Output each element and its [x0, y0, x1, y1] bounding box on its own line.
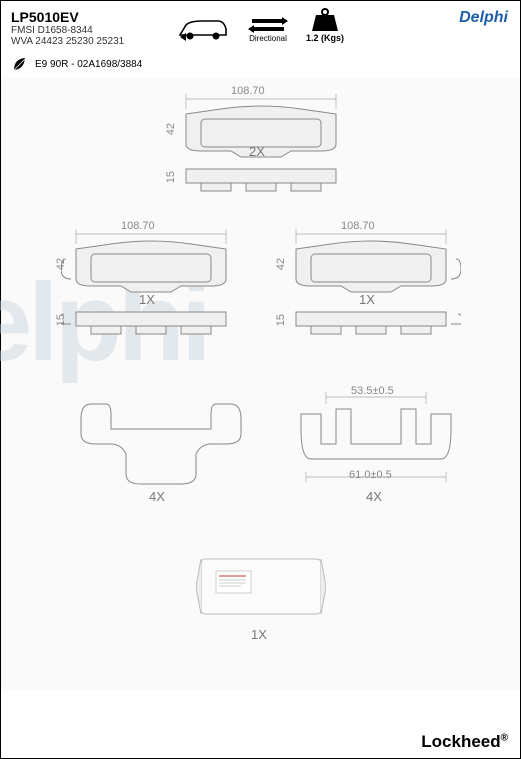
directional-label: Directional [249, 34, 287, 43]
right-pad-group: 108.70 42 15 1X [281, 224, 461, 349]
footer-reg: ® [501, 732, 508, 743]
weight-block: 1.2 (Kgs) [306, 7, 344, 43]
left-pad-qty: 1X [139, 292, 155, 307]
footer-brand: Lockheed® [421, 732, 508, 752]
right-pad-drawing [281, 224, 461, 344]
top-pad-height-dim: 42 [165, 123, 177, 135]
left-pad-thick-dim: 15 [55, 314, 67, 326]
right-pad-height-dim: 42 [275, 258, 287, 270]
bracket-drawing [71, 389, 251, 499]
leaf-icon [11, 55, 29, 73]
right-pad-thick-dim: 15 [275, 314, 287, 326]
left-pad-width-dim: 108.70 [121, 220, 155, 232]
clip-dim-bottom: 61.0±0.5 [349, 469, 392, 481]
right-pad-width-dim: 108.70 [341, 220, 375, 232]
packet-qty: 1X [251, 627, 267, 642]
packet-drawing [196, 549, 326, 629]
directional-block: Directional [248, 16, 288, 43]
left-pad-height-dim: 42 [55, 258, 67, 270]
approval-text: E9 90R - 02A1698/3884 [35, 59, 142, 70]
top-pad-thick-dim: 15 [165, 171, 177, 183]
weight-label: 1.2 (Kgs) [306, 33, 344, 43]
weight-icon [310, 7, 340, 33]
car-icon-block [176, 17, 230, 43]
clip-group: 53.5±0.5 61.0±0.5 4X [291, 389, 461, 504]
bracket-group: 4X [71, 389, 251, 504]
clip-drawing [291, 389, 461, 499]
right-pad-qty: 1X [359, 292, 375, 307]
clip-dim-top: 53.5±0.5 [351, 385, 394, 397]
bracket-qty: 4X [149, 489, 165, 504]
header-icons: Directional 1.2 (Kgs) [176, 7, 344, 43]
top-pad-qty: 2X [249, 144, 265, 159]
left-pad-drawing [61, 224, 241, 344]
car-icon [176, 17, 230, 43]
approval-row: E9 90R - 02A1698/3884 [1, 51, 520, 79]
top-pad-group: 108.70 42 15 2X [171, 89, 351, 204]
diagram-area: elphi 108.70 42 15 2X 108.70 [1, 79, 520, 689]
top-pad-width-dim: 108.70 [231, 85, 265, 97]
directional-icon [248, 16, 288, 34]
clip-qty: 4X [366, 489, 382, 504]
left-pad-group: 108.70 42 15 1X [61, 224, 241, 349]
brand-logo: Delphi [459, 9, 508, 27]
header: LP5010EV FMSI D1658-8344 WVA 24423 25230… [1, 1, 520, 51]
packet-group: 1X [196, 549, 326, 634]
footer-brand-text: Lockheed [421, 732, 500, 751]
